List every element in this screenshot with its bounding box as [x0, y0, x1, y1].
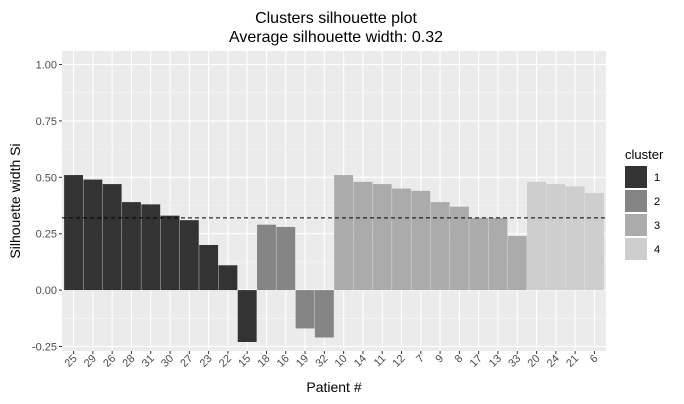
chart-subtitle: Average silhouette width: 0.32	[229, 29, 443, 46]
y-tick-label: 0.50	[36, 172, 57, 184]
x-tick-label: 28	[120, 353, 137, 370]
bar-patient-17	[469, 217, 489, 291]
bar-patient-9	[430, 202, 450, 291]
x-tick-label: 7	[414, 353, 427, 366]
x-tick-label: 14	[352, 353, 369, 370]
legend-key-2	[625, 190, 647, 212]
x-tick-label: 22	[217, 353, 234, 370]
bar-patient-16	[276, 226, 296, 291]
bar-patient-33	[507, 235, 527, 291]
x-tick-label: 32	[313, 353, 330, 370]
x-tick-label: 16	[275, 353, 292, 370]
bar-patient-26	[102, 184, 122, 291]
bar-patient-10	[334, 175, 354, 291]
bar-patient-11	[372, 184, 392, 291]
x-tick-label: 12	[390, 353, 407, 370]
x-tick-label: 27	[178, 353, 195, 370]
x-tick-label: 13	[487, 353, 504, 370]
bar-patient-6	[584, 193, 604, 291]
bars-group	[64, 175, 604, 342]
x-tick-label: 17	[468, 353, 485, 370]
bar-patient-18	[257, 224, 276, 291]
x-tick-label: 23	[198, 353, 215, 370]
bar-patient-23	[199, 244, 219, 291]
chart-title: Clusters silhouette plot	[255, 10, 417, 27]
legend: cluster 1 2 3 4	[625, 147, 664, 260]
legend-label-2: 2	[654, 196, 660, 208]
y-tick-label: 0.00	[36, 285, 57, 297]
x-tick-label: 15	[236, 353, 253, 370]
bar-patient-14	[353, 181, 373, 291]
y-tick-label: 1.00	[36, 60, 57, 72]
legend-key-1	[625, 166, 647, 188]
bar-patient-13	[488, 217, 508, 291]
bar-patient-7	[411, 190, 431, 291]
x-tick-label: 19	[294, 353, 311, 370]
y-tick-label: -0.25	[32, 341, 57, 353]
x-tick-label: 26	[101, 353, 118, 370]
x-tick-label: 18	[255, 353, 272, 370]
legend-key-3	[625, 214, 647, 236]
x-tick-label: 8	[453, 353, 466, 366]
y-tick-label: 0.75	[36, 116, 57, 128]
legend-label-1: 1	[654, 172, 660, 184]
x-tick-label: 11	[372, 353, 389, 370]
x-tick-label: 29	[82, 353, 99, 370]
x-axis-ticks: 25 29 26 28 31 30 27 23 22 15 18 16 19 32 10 14 11 12 7 9 8 1…	[63, 351, 601, 370]
x-tick-label: 33	[506, 353, 523, 370]
legend-key-4	[625, 238, 647, 260]
x-axis-title: Patient #	[306, 379, 361, 395]
y-tick-label: 0.25	[36, 229, 57, 241]
bar-patient-30	[160, 215, 180, 291]
bar-patient-29	[83, 179, 103, 291]
bar-patient-28	[121, 202, 141, 291]
legend-label-3: 3	[654, 220, 660, 232]
bar-patient-22	[218, 265, 238, 291]
bar-patient-24	[546, 184, 566, 291]
legend-label-4: 4	[654, 244, 660, 256]
bar-patient-12	[392, 188, 411, 291]
bar-patient-20	[527, 181, 547, 291]
x-tick-label: 24	[545, 353, 562, 370]
x-tick-label: 6	[588, 353, 601, 366]
bar-patient-31	[141, 204, 161, 291]
x-tick-label: 21	[564, 353, 581, 370]
bar-patient-32	[314, 290, 334, 338]
x-tick-label: 20	[526, 353, 543, 370]
legend-title: cluster	[625, 147, 664, 162]
bar-patient-21	[565, 186, 585, 291]
bar-patient-8	[449, 206, 469, 291]
bar-patient-27	[179, 220, 199, 291]
x-tick-label: 10	[333, 353, 350, 370]
x-tick-label: 9	[433, 353, 446, 366]
x-tick-label: 31	[140, 353, 157, 370]
x-tick-label: 25	[63, 353, 80, 370]
y-axis-title: Silhouette width Si	[7, 143, 23, 258]
x-tick-label: 30	[159, 353, 176, 370]
y-axis-ticks: -0.25 0.00 0.25 0.50 0.75 1.00	[32, 60, 62, 353]
bar-patient-25	[64, 175, 84, 291]
plot-panel	[62, 51, 606, 351]
bar-patient-15	[237, 290, 257, 342]
bar-patient-19	[295, 290, 315, 329]
